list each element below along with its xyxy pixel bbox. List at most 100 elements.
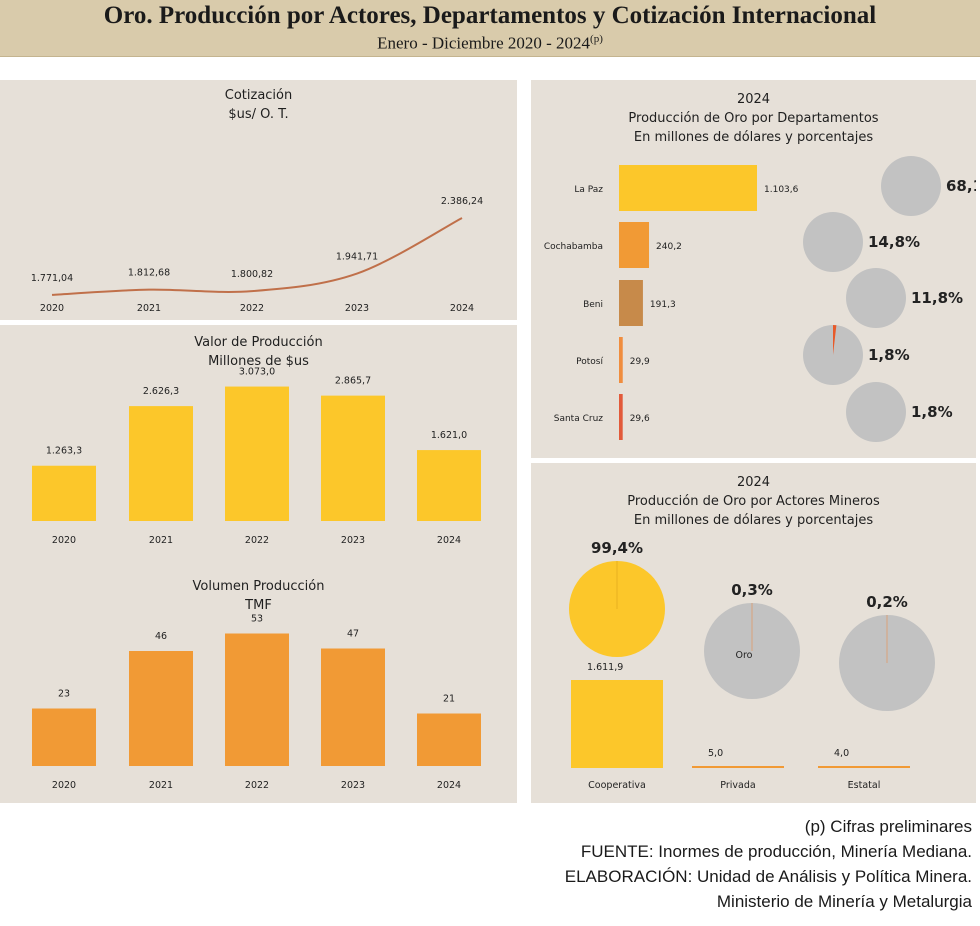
actores-bar bbox=[692, 766, 784, 768]
cotizacion-x-tick: 2021 bbox=[137, 303, 161, 314]
valor-data-label: 2.865,7 bbox=[335, 376, 371, 387]
report-title: Oro. Producción por Actores, Departament… bbox=[103, 2, 877, 29]
volumen-data-label: 46 bbox=[155, 631, 167, 642]
cotizacion-chart: 1.771,04 2020 1.812,68 2021 1.800,82 2022 1.94… bbox=[31, 196, 483, 314]
departamentos-year: 2024 bbox=[736, 92, 771, 107]
actores-x-tick: Cooperativa bbox=[588, 780, 646, 791]
departamentos-subtitle: En millones de dólares y porcentajes bbox=[633, 130, 874, 145]
actores-subtitle: En millones de dólares y porcentajes bbox=[633, 513, 874, 528]
volumen-bar bbox=[417, 713, 481, 766]
actores-x-tick: Estatal bbox=[848, 780, 881, 791]
volumen-bar bbox=[321, 648, 385, 766]
valor-x-tick: 2022 bbox=[245, 535, 269, 546]
volumen-data-label: 47 bbox=[347, 629, 359, 640]
volumen-data-label: 53 bbox=[251, 614, 263, 625]
departamentos-category-label: La Paz bbox=[574, 185, 603, 195]
cotizacion-data-label: 1.812,68 bbox=[128, 268, 170, 279]
valor-chart: 1.263,3 2020 2.626,3 2021 3.073,0 2022 2.865,7… bbox=[32, 367, 481, 546]
valor-title-block: Valor de Producción Millones de $us bbox=[0, 333, 517, 371]
footer-note: (p) Cifras preliminares bbox=[804, 817, 972, 836]
valor-bar bbox=[225, 386, 289, 521]
actores-percent-label: 0,3% bbox=[731, 581, 773, 599]
volumen-x-tick: 2022 bbox=[245, 780, 269, 791]
volumen-data-label: 21 bbox=[443, 694, 455, 705]
departamentos-bar bbox=[619, 222, 650, 268]
cotizacion-x-tick: 2024 bbox=[450, 303, 474, 314]
actores-bar bbox=[818, 766, 910, 768]
report-subtitle-text: Enero - Diciembre 2020 - 2024 bbox=[377, 33, 591, 53]
valor-x-tick: 2021 bbox=[149, 535, 173, 546]
valor-data-label: 3.073,0 bbox=[239, 367, 275, 378]
actores-x-tick: Privada bbox=[720, 780, 755, 791]
actores-panel: 2024 Producción de Oro por Actores Miner… bbox=[531, 463, 976, 803]
departamentos-title: Producción de Oro por Departamentos bbox=[628, 111, 879, 126]
valor-x-tick: 2020 bbox=[52, 535, 76, 546]
departamentos-data-label: 191,3 bbox=[650, 300, 676, 310]
cotizacion-title: Cotización bbox=[224, 88, 293, 103]
departamentos-pie-background bbox=[803, 212, 863, 272]
departamentos-category-label: Potosí bbox=[576, 357, 603, 367]
departamentos-panel: 2024 Producción de Oro por Departamentos… bbox=[531, 80, 976, 458]
departamentos-bar bbox=[619, 280, 643, 326]
actores-data-label: 4,0 bbox=[834, 748, 849, 759]
departamentos-percent-label: 14,8% bbox=[868, 233, 920, 251]
cotizacion-x-tick: 2020 bbox=[40, 303, 64, 314]
actores-year: 2024 bbox=[736, 475, 771, 490]
cotizacion-data-label: 1.941,71 bbox=[336, 252, 378, 263]
volumen-bar bbox=[225, 633, 289, 766]
actores-title: Producción de Oro por Actores Mineros bbox=[627, 494, 880, 509]
valor-bar bbox=[417, 450, 481, 521]
departamentos-category-label: Cochabamba bbox=[544, 242, 603, 252]
footer-elaboration: ELABORACIÓN: Unidad de Análisis y Políti… bbox=[564, 867, 972, 886]
departamentos-bar bbox=[619, 394, 623, 440]
departamentos-chart: La Paz 1.103,6 68,1% Cochabamba 240,2 14,8% Be… bbox=[544, 156, 976, 442]
footer-notes: (p) Cifras preliminares FUENTE: Inormes … bbox=[565, 814, 972, 914]
footer-source: FUENTE: Inormes de producción, Minería M… bbox=[580, 842, 972, 861]
cotizacion-panel: Cotización $us/ O. T. 1.771,04 2020 1.812,… bbox=[0, 80, 517, 320]
actores-pie-inner-label: Oro bbox=[736, 650, 753, 661]
volumen-x-tick: 2024 bbox=[437, 780, 461, 791]
departamentos-data-label: 29,6 bbox=[630, 414, 650, 424]
valor-title: Valor de Producción bbox=[194, 335, 323, 350]
departamentos-percent-label: 68,1% bbox=[946, 177, 976, 195]
valor-bar bbox=[321, 395, 385, 521]
valor-bar bbox=[32, 465, 96, 521]
departamentos-title-block: 2024 Producción de Oro por Departamentos… bbox=[531, 90, 976, 147]
departamentos-pie-background bbox=[881, 156, 941, 216]
actores-data-label: 5,0 bbox=[708, 748, 723, 759]
cotizacion-subtitle: $us/ O. T. bbox=[228, 107, 289, 122]
report-header: Oro. Producción por Actores, Departament… bbox=[0, 0, 980, 57]
departamentos-bar bbox=[619, 337, 623, 383]
valor-bar bbox=[129, 406, 193, 521]
cotizacion-title-block: Cotización $us/ O. T. bbox=[0, 86, 517, 124]
actores-percent-label: 99,4% bbox=[591, 539, 643, 557]
valor-data-label: 1.621,0 bbox=[431, 430, 467, 441]
departamentos-percent-label: 1,8% bbox=[868, 346, 910, 364]
footer-ministry: Ministerio de Minería y Metalurgia bbox=[716, 892, 972, 911]
valor-subtitle: Millones de $us bbox=[208, 354, 309, 369]
volumen-chart: 23 2020 46 2021 53 2022 47 2023 21 2024 bbox=[32, 614, 481, 791]
volumen-data-label: 23 bbox=[58, 689, 70, 700]
valor-data-label: 1.263,3 bbox=[46, 446, 82, 457]
departamentos-percent-label: 11,8% bbox=[911, 289, 963, 307]
volumen-title: Volumen Producción bbox=[192, 579, 325, 594]
cotizacion-data-label: 1.800,82 bbox=[231, 269, 273, 280]
report-subtitle-sup: (p) bbox=[590, 33, 603, 45]
actores-data-label: 1.611,9 bbox=[587, 662, 623, 673]
departamentos-data-label: 29,9 bbox=[630, 357, 650, 367]
departamentos-percent-label: 1,8% bbox=[911, 403, 953, 421]
cotizacion-data-label: 2.386,24 bbox=[441, 196, 483, 207]
report-subtitle: Enero - Diciembre 2020 - 2024(p) bbox=[0, 33, 980, 54]
volumen-title-block: Volumen Producción TMF bbox=[0, 577, 517, 615]
departamentos-pie-background bbox=[846, 268, 906, 328]
departamentos-data-label: 1.103,6 bbox=[764, 185, 799, 195]
cotizacion-x-tick: 2022 bbox=[240, 303, 264, 314]
actores-percent-label: 0,2% bbox=[866, 593, 908, 611]
volumen-x-tick: 2021 bbox=[149, 780, 173, 791]
volumen-bar bbox=[129, 651, 193, 766]
volumen-subtitle: TMF bbox=[245, 598, 272, 613]
cotizacion-data-label: 1.771,04 bbox=[31, 273, 73, 284]
departamentos-data-label: 240,2 bbox=[656, 242, 682, 252]
actores-chart: 1.611,9 Cooperativa 99,4% 5,0 Privada 0,3% 4,0… bbox=[569, 539, 935, 791]
volumen-x-tick: 2020 bbox=[52, 780, 76, 791]
